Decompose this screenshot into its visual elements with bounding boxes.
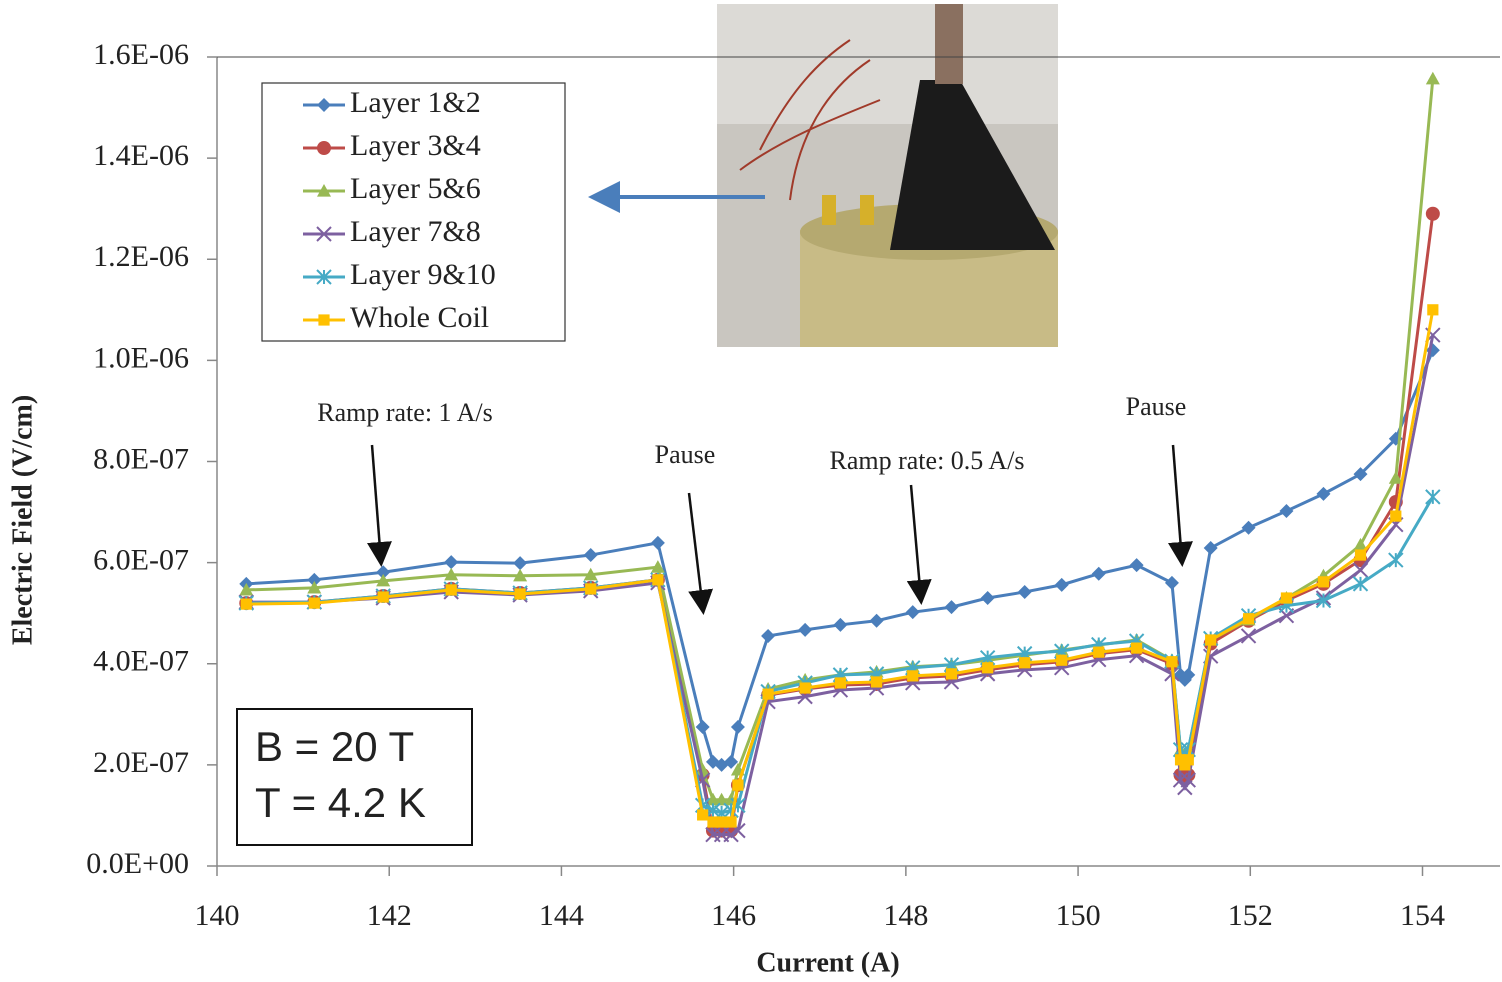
point — [871, 676, 882, 687]
x-tick-label: 144 — [539, 899, 584, 932]
point — [446, 584, 457, 595]
point — [241, 598, 252, 609]
point — [1055, 578, 1069, 592]
point — [725, 816, 736, 827]
point — [732, 780, 743, 791]
x-axis-title: Current (A) — [756, 947, 899, 978]
y-tick-label: 6.0E-07 — [93, 544, 189, 577]
point — [1390, 511, 1401, 522]
condition: T = 4.2 K — [255, 779, 426, 826]
point — [946, 668, 957, 679]
point — [697, 809, 708, 820]
chart: Electric Field (V/cm) Current (A) 0.0E+0… — [0, 0, 1502, 982]
legend-label: Layer 9&10 — [350, 258, 496, 291]
legend-label: Layer 7&8 — [350, 215, 481, 248]
point — [1426, 207, 1440, 221]
point — [1205, 634, 1216, 645]
legend-label: Layer 1&2 — [350, 86, 481, 119]
x-tick-label: 148 — [883, 899, 928, 932]
point — [1242, 521, 1256, 535]
point — [1166, 656, 1177, 667]
annotation: Ramp rate: 0.5 A/s — [830, 446, 1025, 475]
x-tick-label: 152 — [1228, 899, 1273, 932]
legend-label: Layer 3&4 — [350, 129, 481, 162]
x-tick-label: 146 — [711, 899, 756, 932]
y-tick-label: 0.0E+00 — [86, 847, 189, 880]
point — [1093, 647, 1104, 658]
point — [981, 591, 995, 605]
point — [585, 583, 596, 594]
y-tick-label: 8.0E-07 — [93, 442, 189, 475]
point — [1056, 655, 1067, 666]
y-tick-label: 4.0E-07 — [93, 645, 189, 678]
y-tick-label: 1.2E-06 — [93, 240, 189, 273]
point — [1316, 487, 1330, 501]
point — [906, 605, 920, 619]
y-axis-title: Electric Field (V/cm) — [7, 395, 38, 645]
point — [762, 688, 773, 699]
point — [1242, 629, 1256, 643]
point — [800, 682, 811, 693]
point — [761, 629, 775, 643]
legend: Layer 1&2 Layer 3&4 Layer 5&6 Layer 7&8 Laye… — [262, 83, 565, 341]
point — [444, 555, 458, 569]
legend-label: Layer 5&6 — [350, 172, 481, 205]
condition: B = 20 T — [255, 723, 414, 770]
point — [982, 662, 993, 673]
point — [1389, 553, 1403, 567]
x-tick-label: 140 — [195, 899, 240, 932]
annotation: Pause — [1126, 392, 1187, 421]
point — [652, 574, 663, 585]
point — [514, 588, 525, 599]
point — [1243, 613, 1254, 624]
x-tick-label: 150 — [1056, 899, 1101, 932]
annotation-arrow — [911, 485, 921, 600]
y-tick-label: 1.0E-06 — [93, 341, 189, 374]
annotation: Ramp rate: 1 A/s — [317, 398, 492, 427]
point — [798, 623, 812, 637]
annotation-arrow — [689, 493, 703, 610]
point — [1426, 490, 1440, 504]
point — [907, 670, 918, 681]
y-tick-label: 1.6E-06 — [93, 38, 189, 71]
legend-marker — [317, 141, 331, 155]
point — [1279, 504, 1293, 518]
coil-photo — [717, 4, 1058, 347]
x-tick-label: 154 — [1400, 899, 1445, 932]
legend-marker — [318, 314, 329, 325]
point — [731, 720, 745, 734]
point — [1281, 592, 1292, 603]
point — [1018, 585, 1032, 599]
point — [378, 591, 389, 602]
y-tick-label: 1.4E-06 — [93, 139, 189, 172]
point — [651, 536, 665, 550]
point — [1165, 576, 1179, 590]
point — [1019, 657, 1030, 668]
point — [696, 720, 710, 734]
point — [584, 548, 598, 562]
point — [513, 556, 527, 570]
point — [833, 618, 847, 632]
y-tick-label: 2.0E-07 — [93, 746, 189, 779]
point — [309, 597, 320, 608]
point — [1318, 576, 1329, 587]
point — [1130, 558, 1144, 572]
point — [835, 677, 846, 688]
annotation-arrow — [1173, 445, 1182, 562]
point — [1355, 549, 1366, 560]
x-tick-label: 142 — [367, 899, 412, 932]
point — [1354, 577, 1368, 591]
point — [870, 614, 884, 628]
point — [944, 600, 958, 614]
point — [1426, 72, 1440, 85]
point — [1092, 567, 1106, 581]
legend-label: Whole Coil — [350, 301, 489, 334]
annotation: Pause — [655, 440, 716, 469]
point — [1131, 642, 1142, 653]
point — [1183, 754, 1194, 765]
point — [1204, 541, 1218, 555]
point — [1427, 304, 1438, 315]
annotation-arrow — [372, 445, 381, 562]
